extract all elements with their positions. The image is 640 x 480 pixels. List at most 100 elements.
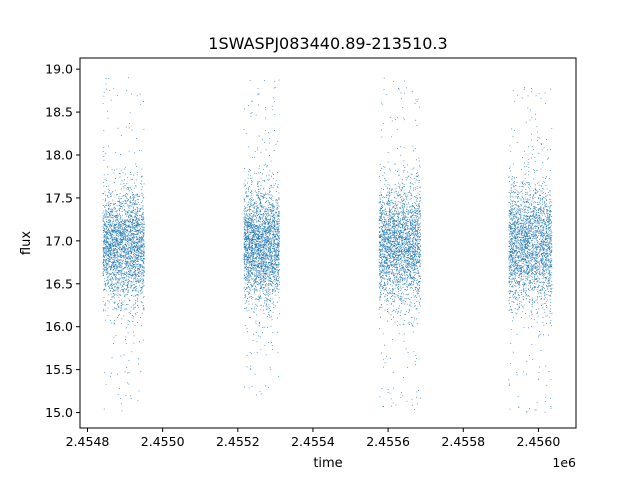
data-point [118, 277, 120, 279]
data-point [257, 264, 259, 266]
data-point [134, 243, 136, 244]
data-point [274, 284, 276, 286]
data-point [265, 260, 267, 262]
data-point [126, 229, 128, 231]
data-point [250, 228, 252, 229]
data-point [246, 257, 248, 259]
data-point [276, 226, 278, 228]
data-point [106, 246, 108, 247]
data-point [139, 285, 141, 287]
data-point [137, 199, 139, 201]
data-point [275, 246, 277, 248]
data-point [143, 229, 145, 231]
data-point [110, 267, 112, 269]
data-point [261, 287, 262, 289]
data-point [121, 285, 123, 287]
data-point [269, 277, 271, 278]
data-point [247, 257, 249, 259]
data-point [255, 264, 257, 265]
data-point [274, 268, 276, 269]
data-point [264, 273, 266, 274]
data-point [247, 266, 249, 268]
data-point [245, 280, 247, 281]
data-point [128, 372, 130, 374]
data-point [121, 236, 123, 238]
data-point [128, 187, 129, 189]
data-point [130, 281, 132, 283]
data-point [141, 239, 143, 241]
data-point [121, 262, 123, 264]
data-point [252, 259, 254, 261]
data-point [104, 244, 106, 245]
data-point [105, 83, 107, 85]
data-point [143, 270, 145, 271]
data-point [258, 220, 260, 222]
data-point [266, 265, 268, 267]
data-point [139, 242, 141, 244]
data-point [143, 219, 144, 220]
data-point [269, 252, 271, 254]
data-point [269, 226, 270, 228]
data-point [136, 257, 137, 259]
data-point [269, 233, 271, 235]
data-point [270, 256, 272, 257]
data-point [264, 230, 265, 232]
data-point [266, 308, 268, 310]
data-point [103, 275, 105, 277]
data-point [268, 231, 270, 233]
data-point [266, 223, 268, 225]
data-point [260, 264, 262, 266]
data-point [267, 193, 269, 195]
data-point [256, 314, 258, 316]
data-point [252, 246, 253, 248]
data-point [129, 259, 131, 261]
data-point [263, 262, 265, 264]
data-point [138, 241, 140, 243]
data-point [249, 249, 251, 250]
data-point [107, 194, 109, 196]
data-point [276, 212, 277, 214]
data-point [245, 255, 247, 256]
data-point [257, 236, 259, 238]
data-point [260, 185, 262, 186]
data-point [126, 220, 128, 222]
data-point [118, 267, 120, 268]
data-point [140, 242, 142, 244]
data-point [272, 172, 274, 174]
data-point [108, 273, 110, 275]
data-point [138, 268, 139, 270]
data-point [276, 222, 278, 223]
data-point [133, 315, 135, 317]
data-point [103, 230, 105, 231]
data-point [115, 283, 117, 285]
data-point [106, 220, 108, 222]
data-point [259, 228, 261, 230]
data-point [141, 229, 143, 231]
data-point [126, 294, 128, 295]
data-point [128, 360, 130, 362]
data-point [111, 229, 113, 231]
data-point [136, 229, 138, 231]
data-point [246, 256, 248, 258]
data-point [253, 254, 255, 256]
data-point [275, 290, 277, 292]
data-point [127, 237, 128, 239]
data-point [260, 288, 262, 290]
data-point [255, 230, 257, 232]
data-point [247, 222, 248, 223]
data-point [141, 240, 142, 242]
data-point [106, 233, 108, 235]
data-point [121, 255, 123, 256]
data-point [273, 215, 275, 217]
data-point [266, 230, 268, 232]
data-point [273, 185, 275, 186]
data-point [277, 254, 279, 256]
data-point [136, 247, 138, 249]
data-point [132, 259, 134, 261]
data-point [247, 291, 249, 292]
data-point [272, 243, 274, 245]
data-point [263, 258, 265, 260]
data-point [262, 219, 264, 221]
data-point [250, 226, 252, 228]
data-point [275, 286, 277, 288]
